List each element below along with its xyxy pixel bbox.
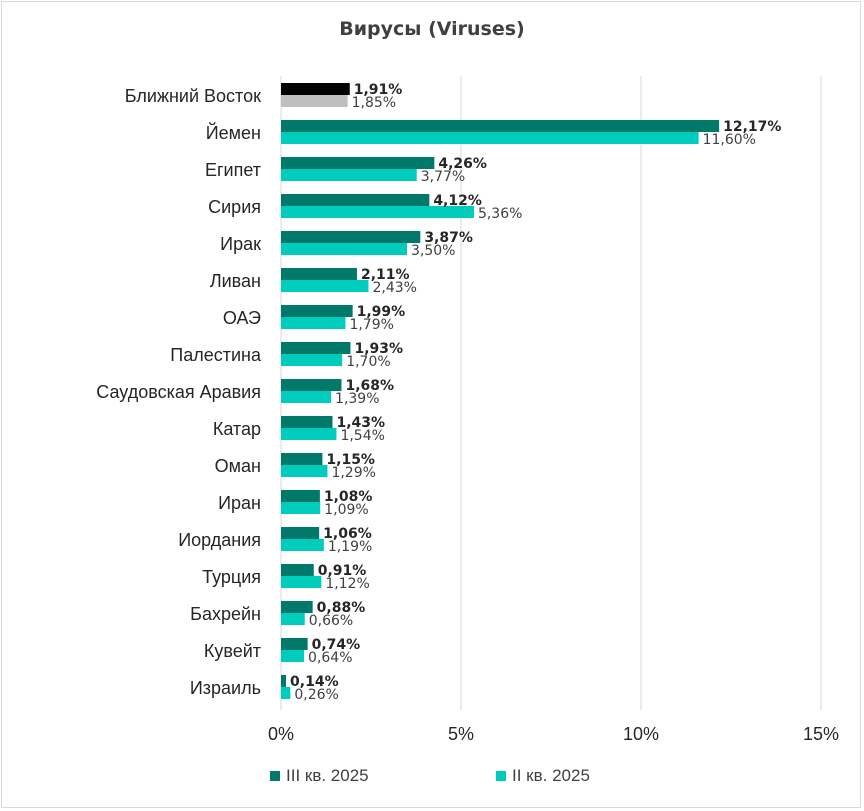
data-label-series-2: 1,85% [352,95,396,111]
category-label: Палестина [170,345,262,365]
data-label-series-1: 1,06% [323,526,372,542]
category-label: Сирия [208,197,261,217]
data-label-series-2: 1,12% [325,576,369,592]
data-label-series-2: 0,26% [294,687,338,703]
bar-series-1 [281,379,342,391]
data-label-series-2: 1,79% [349,317,393,333]
data-label-series-2: 3,77% [421,169,465,185]
data-label-series-2: 0,66% [309,613,353,629]
data-label-series-2: 0,64% [308,650,352,666]
data-label-series-1: 0,91% [318,563,367,579]
data-label-series-1: 0,74% [312,637,361,653]
data-label-series-1: 1,43% [336,415,385,431]
bar-series-1 [281,638,308,650]
bar-series-1 [281,416,333,428]
data-label-series-1: 12,17% [723,119,781,135]
data-label-series-1: 0,88% [317,600,366,616]
category-label: Ближний Восток [125,86,261,106]
bar-series-2 [281,428,337,440]
bar-series-2 [281,613,305,625]
data-label-series-2: 1,19% [328,539,372,555]
bar-series-2 [281,539,324,551]
data-label-series-2: 11,60% [703,132,756,148]
bar-series-2 [281,687,291,699]
category-label: Израиль [190,678,261,698]
data-label-series-2: 2,43% [372,280,416,296]
category-label: ОАЭ [223,308,261,328]
data-label-series-2: 1,39% [335,391,379,407]
bar-series-2 [281,354,343,366]
data-label-series-2: 3,50% [411,243,455,259]
bar-series-2 [281,95,348,107]
bar-series-1 [281,342,351,354]
x-tick-label: 5% [448,724,474,744]
category-label: Иран [218,493,261,513]
legend-label-series-1: III кв. 2025 [286,766,369,785]
bar-series-1 [281,194,430,206]
category-label: Иордания [178,530,261,550]
bar-series-2 [281,169,417,181]
bar-series-1 [281,675,287,687]
category-label: Саудовская Аравия [96,382,261,402]
x-tick-label: 15% [803,724,839,744]
bar-series-2 [281,502,321,514]
bar-series-2 [281,243,407,255]
bar-series-2 [281,576,322,588]
data-label-series-1: 1,93% [354,341,403,357]
bar-series-2 [281,317,346,329]
bar-series-2 [281,465,328,477]
data-label-series-2: 5,36% [478,206,522,222]
bar-series-1 [281,527,320,539]
legend-label-series-2: II кв. 2025 [512,766,590,785]
chart-title: Вирусы (Viruses) [339,18,525,40]
bar-series-1 [281,490,320,502]
bar-series-1 [281,157,435,169]
bar-series-1 [281,601,313,613]
bar-series-2 [281,280,369,292]
data-label-series-1: 4,26% [438,156,487,172]
data-label-series-1: 1,08% [324,489,373,505]
bar-series-1 [281,564,314,576]
category-label: Йемен [206,122,261,143]
bar-series-1 [281,83,350,95]
bar-series-1 [281,120,720,132]
data-label-series-2: 1,29% [331,465,375,481]
category-label: Ливан [210,271,261,291]
bar-series-1 [281,268,357,280]
x-tick-label: 10% [623,724,659,744]
bar-series-2 [281,206,474,218]
category-label: Ирак [220,234,261,254]
data-label-series-2: 1,54% [340,428,384,444]
data-label-series-1: 1,91% [354,82,403,98]
data-label-series-2: 1,09% [324,502,368,518]
data-label-series-1: 1,68% [345,378,394,394]
x-tick-label: 0% [268,724,294,744]
data-label-series-1: 1,99% [357,304,406,320]
legend: III кв. 2025 II кв. 2025 [0,766,864,786]
category-label: Египет [205,160,261,180]
bar-series-1 [281,231,421,243]
bar-series-1 [281,305,353,317]
category-label: Кувейт [204,641,261,661]
legend-item-series-2: II кв. 2025 [496,766,590,786]
data-label-series-2: 1,70% [346,354,390,370]
data-label-series-1: 2,11% [361,267,410,283]
legend-swatch-series-1 [270,771,280,781]
data-label-series-1: 3,87% [424,230,473,246]
bar-series-2 [281,391,332,403]
data-label-series-1: 1,15% [326,452,375,468]
legend-swatch-series-2 [496,771,506,781]
data-label-series-1: 0,14% [290,674,339,690]
category-label: Турция [202,567,261,587]
category-label: Оман [215,456,261,476]
bar-series-1 [281,453,323,465]
category-label: Бахрейн [190,604,261,624]
category-label: Катар [213,419,261,439]
bar-series-2 [281,132,699,144]
data-label-series-1: 4,12% [433,193,482,209]
bar-series-2 [281,650,305,662]
legend-item-series-1: III кв. 2025 [270,766,369,786]
